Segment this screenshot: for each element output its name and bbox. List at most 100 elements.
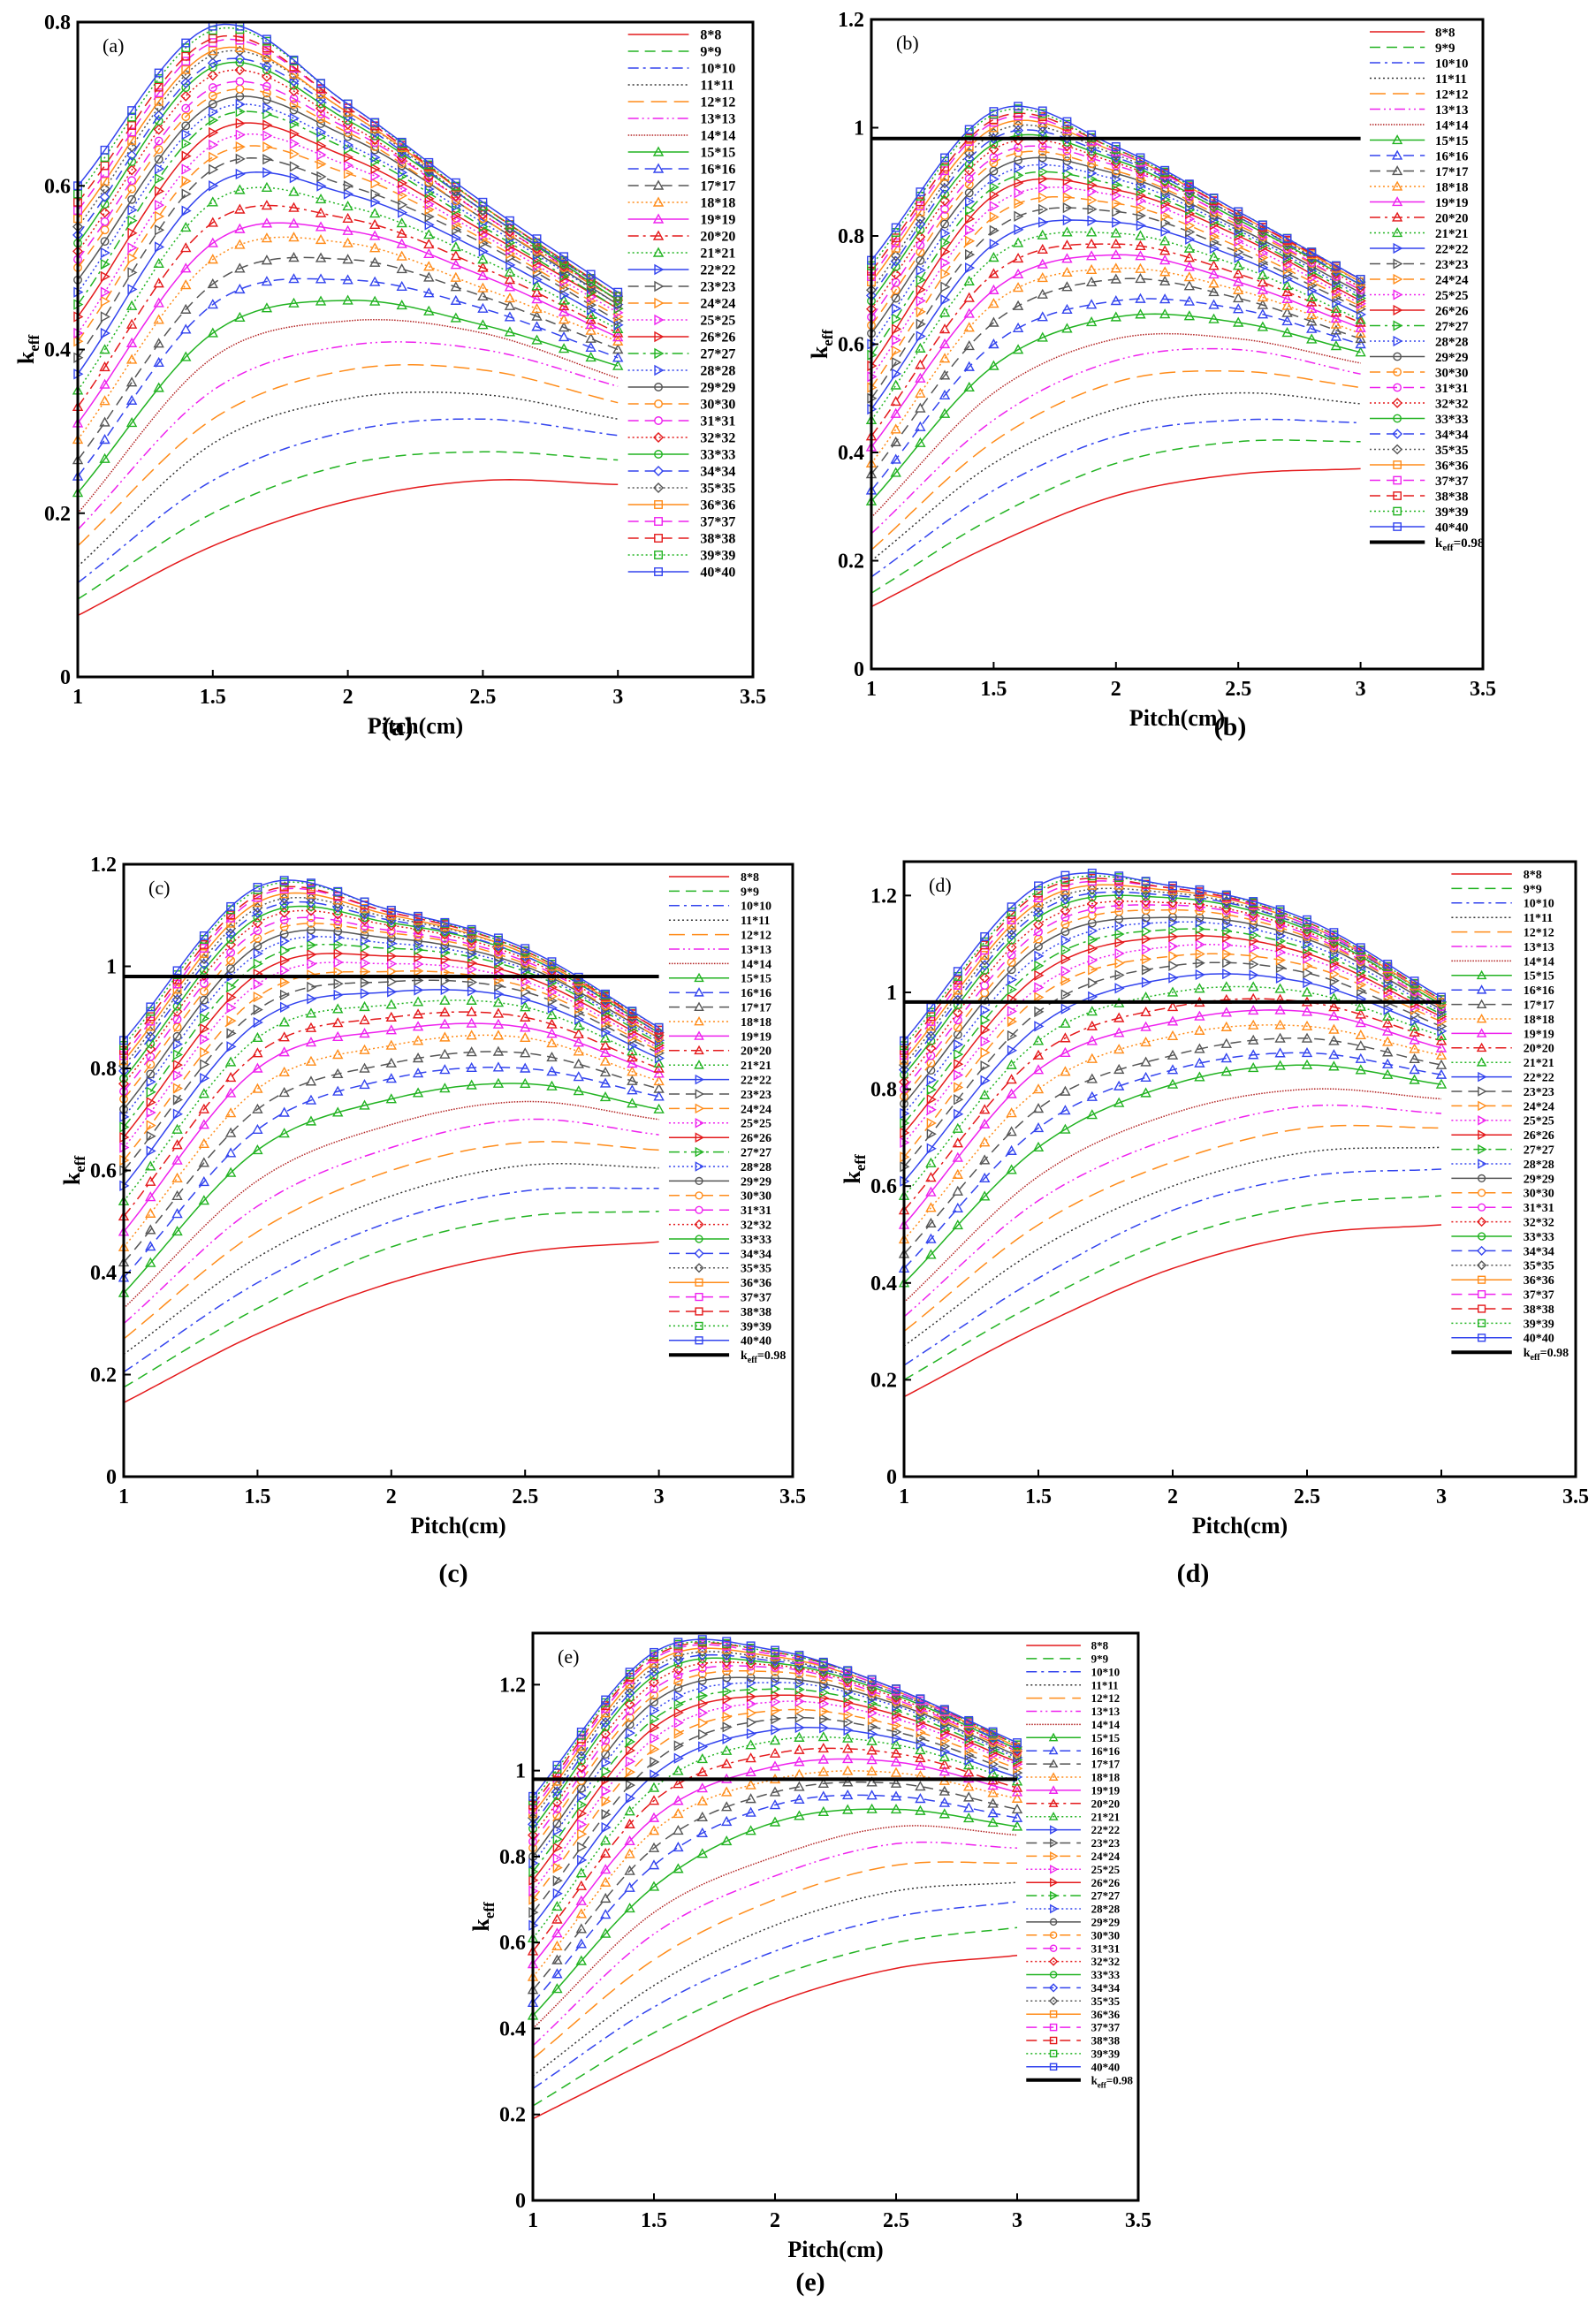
y-tick-label: 1: [886, 982, 897, 1005]
right-triangle-marker: [989, 189, 999, 201]
right-triangle-marker: [146, 1145, 156, 1157]
right-triangle-marker: [695, 1161, 705, 1172]
right-triangle-marker: [262, 154, 273, 165]
right-triangle-marker: [1478, 1100, 1487, 1112]
square-marker: [1221, 890, 1231, 900]
right-triangle-marker: [771, 1705, 781, 1716]
triangle-marker: [531, 293, 543, 304]
triangle-marker: [1012, 237, 1024, 247]
right-triangle-marker: [398, 199, 408, 210]
legend-label: 18*18: [1435, 180, 1469, 194]
square-marker: [154, 68, 163, 78]
right-triangle-marker: [100, 270, 111, 283]
right-triangle-marker: [226, 1028, 237, 1039]
right-triangle-marker: [964, 1749, 975, 1761]
right-triangle-marker: [1060, 944, 1071, 956]
series-line-24x24: [77, 145, 619, 342]
triangle-marker: [198, 1103, 210, 1113]
triangle-marker: [315, 252, 327, 262]
right-triangle-marker: [100, 311, 111, 323]
legend-label: 32*32: [1091, 1955, 1121, 1968]
triangle-marker: [1085, 238, 1098, 248]
triangle-marker: [1301, 1020, 1313, 1031]
triangle-marker: [1159, 266, 1171, 277]
circle-marker: [199, 995, 209, 1005]
square-marker: [181, 65, 191, 74]
circle-marker: [235, 92, 245, 101]
diamond-marker: [261, 60, 272, 72]
legend-label: 19*19: [1524, 1028, 1554, 1041]
triangle-marker: [1257, 308, 1269, 319]
triangle-marker: [207, 299, 218, 309]
triangle-marker: [842, 1743, 854, 1753]
triangle-marker: [866, 1754, 878, 1765]
triangle-marker: [224, 1147, 237, 1158]
legend-item: 13*13: [627, 112, 735, 127]
circle-marker: [1477, 1189, 1486, 1197]
triangle-marker: [585, 314, 597, 324]
diamond-marker: [673, 1654, 684, 1666]
legend-item: 33*33: [668, 1234, 771, 1247]
circle-marker: [654, 416, 663, 425]
triangle-marker: [1281, 293, 1293, 304]
triangle-marker: [1012, 322, 1024, 333]
square-marker: [154, 96, 163, 106]
triangle-marker: [412, 1087, 424, 1098]
triangle-marker: [1220, 1007, 1232, 1017]
legend-label: 18*18: [1524, 1014, 1554, 1027]
triangle-marker: [745, 1793, 756, 1804]
right-triangle-marker: [843, 1691, 854, 1703]
right-triangle-marker: [940, 268, 951, 280]
right-triangle-marker: [100, 258, 111, 270]
triangle-marker: [627, 1098, 638, 1108]
triangle-marker: [477, 282, 489, 293]
right-triangle-marker: [1249, 950, 1259, 962]
triangle-marker: [332, 1049, 344, 1060]
triangle-marker: [305, 1022, 317, 1032]
series-line-12x12: [903, 1124, 1441, 1333]
legend-label: 40*40: [741, 1335, 771, 1349]
triangle-marker: [696, 1848, 708, 1858]
triangle-marker: [673, 1825, 684, 1835]
series-line-8x8: [123, 1241, 659, 1403]
triangle-marker: [624, 1848, 635, 1858]
circle-marker: [1014, 156, 1023, 165]
right-triangle-marker: [1088, 934, 1098, 946]
diamond-marker: [288, 70, 300, 81]
square-marker: [505, 216, 514, 225]
diamond-marker: [1060, 889, 1071, 900]
triangle-marker: [1012, 282, 1024, 293]
square-marker: [695, 1307, 703, 1316]
triangle-marker: [1409, 1064, 1420, 1075]
right-triangle-marker: [1050, 1877, 1059, 1888]
triangle-marker: [369, 218, 381, 229]
circle-marker: [1195, 895, 1205, 905]
circle-marker: [1393, 414, 1402, 423]
triangle-marker: [1159, 308, 1171, 319]
triangle-marker: [915, 1805, 926, 1815]
series-line-29x29: [123, 929, 659, 1110]
right-triangle-marker: [1383, 1004, 1394, 1015]
right-triangle-marker: [226, 992, 237, 1003]
triangle-marker: [1248, 1019, 1259, 1030]
right-triangle-marker: [954, 1038, 964, 1051]
x-tick-label: 3.5: [1125, 2209, 1151, 2232]
right-triangle-marker: [279, 935, 291, 947]
legend-item: 20*20: [1369, 211, 1469, 225]
right-triangle-marker: [316, 148, 327, 161]
diamond-marker: [288, 75, 300, 87]
triangle-marker: [315, 295, 327, 306]
right-triangle-marker: [262, 119, 273, 131]
triangle-marker: [1037, 271, 1048, 283]
triangle-marker: [842, 1732, 854, 1743]
right-triangle-marker: [980, 1004, 991, 1016]
x-tick-label: 1.5: [1025, 1486, 1052, 1508]
triangle-marker: [1135, 262, 1146, 273]
triangle-marker: [653, 1062, 665, 1073]
triangle-marker: [261, 276, 273, 286]
triangle-marker: [558, 331, 570, 342]
square-marker: [843, 1666, 853, 1676]
triangle-marker: [599, 1066, 612, 1077]
triangle-marker: [1037, 229, 1048, 239]
right-triangle-marker: [146, 1120, 156, 1131]
